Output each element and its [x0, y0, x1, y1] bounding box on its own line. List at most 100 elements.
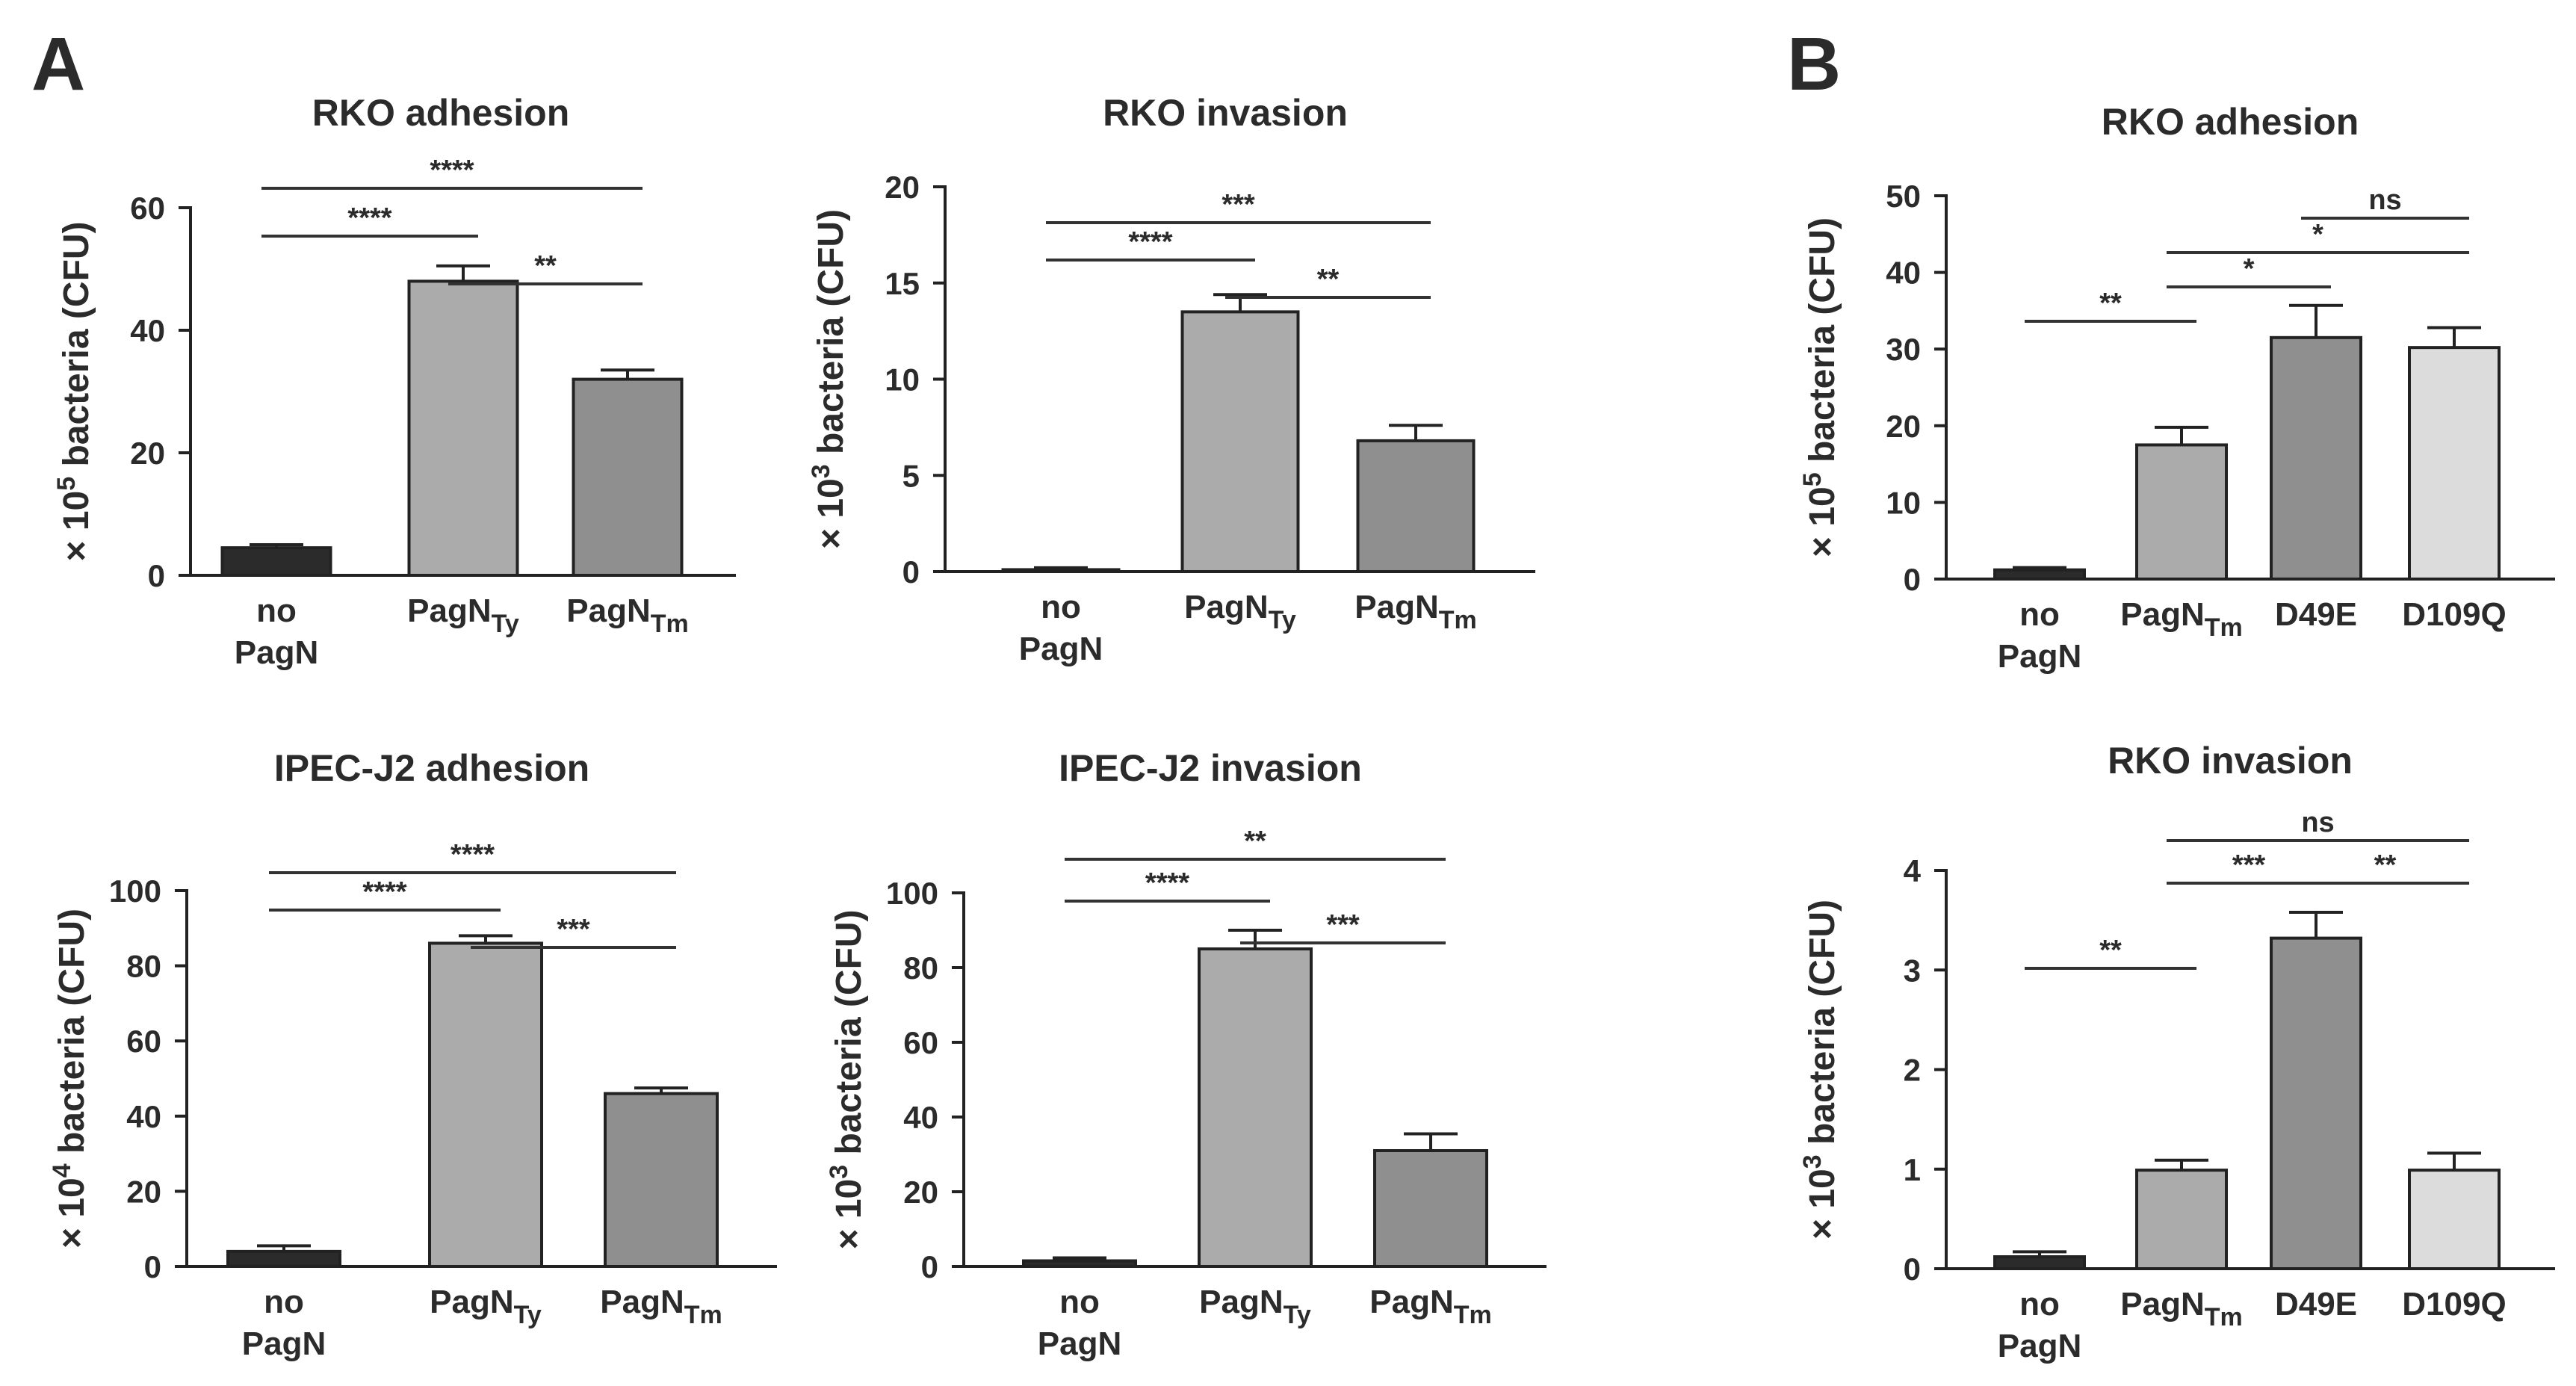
y-tick-label: 50	[1886, 179, 1921, 214]
category-label-main: PagN	[2120, 1286, 2204, 1322]
bar	[2408, 346, 2501, 581]
error-bar	[250, 543, 303, 548]
y-tick-label: 100	[886, 876, 938, 911]
category-label-subscript: Ty	[1284, 1301, 1311, 1329]
category-label-subscript: Tm	[2205, 1303, 2243, 1331]
error-bar	[2289, 303, 2343, 338]
significance-label: **	[1317, 264, 1340, 295]
y-axis-label: × 103 bacteria (CFU)	[807, 209, 851, 549]
significance-label: *	[2312, 219, 2323, 250]
bar	[2135, 1169, 2228, 1271]
category-label-subscript: Ty	[1269, 606, 1296, 634]
category-label-main: D109Q	[2402, 1286, 2506, 1322]
y-tick-label: 0	[1904, 562, 1921, 597]
y-axis-label-prefix: × 10	[57, 491, 96, 562]
significance-label: ****	[451, 839, 495, 870]
chart-title: RKO invasion	[1103, 92, 1348, 134]
category-label: PagNTy	[1184, 589, 1296, 634]
bar	[1022, 1259, 1137, 1268]
category-label-line2: PagN	[1038, 1325, 1121, 1362]
y-tick-label: 0	[1904, 1252, 1921, 1287]
category-label: no	[2019, 1286, 2060, 1322]
error-bar	[1389, 424, 1443, 441]
bar	[1993, 1255, 2086, 1271]
y-axis-label-suffix: bacteria (CFU)	[811, 209, 851, 464]
y-tick-label: 20	[903, 1175, 938, 1210]
category-label-line2: PagN	[242, 1325, 326, 1362]
y-tick-label: 40	[130, 313, 165, 348]
y-tick-label: 80	[126, 949, 161, 984]
category-label-main: D109Q	[2402, 596, 2506, 633]
bar	[1180, 310, 1300, 573]
category-label-main: PagN	[566, 593, 650, 629]
y-axis-label-suffix: bacteria (CFU)	[1803, 900, 1842, 1154]
y-tick-label: 0	[921, 1249, 938, 1284]
y-tick-label: 80	[903, 950, 938, 986]
error-bar	[1228, 929, 1282, 949]
significance-label: ****	[1128, 226, 1172, 258]
error-bar	[459, 934, 513, 944]
bar	[2270, 335, 2362, 581]
y-tick-label: 60	[903, 1025, 938, 1060]
category-label: PagNTy	[430, 1284, 542, 1329]
panel-label-a: A	[31, 22, 85, 106]
category-label: no	[2019, 596, 2060, 633]
error-bar	[2289, 910, 2343, 938]
category-label-main: PagN	[430, 1284, 513, 1320]
y-tick-label: 10	[885, 362, 920, 397]
y-tick-label: 40	[1886, 256, 1921, 291]
category-label: PagNTm	[600, 1284, 722, 1329]
category-label: PagNTm	[2120, 596, 2242, 642]
category-label-main: PagN	[1354, 589, 1438, 625]
category-label: no	[264, 1284, 304, 1320]
error-bar	[2155, 425, 2208, 445]
y-axis-label-exponent: 3	[1798, 1154, 1827, 1169]
chart-title: RKO adhesion	[312, 92, 569, 134]
bar	[428, 941, 543, 1269]
y-axis-label-suffix: bacteria (CFU)	[1803, 217, 1842, 472]
bar	[2135, 443, 2228, 581]
category-label: D109Q	[2402, 596, 2506, 633]
y-axis-label-prefix: × 10	[829, 1179, 869, 1250]
y-tick-label: 20	[885, 170, 920, 205]
bar	[1356, 439, 1476, 574]
chart-a2: RKO invasion × 103 bacteria (CFU) 0 5 10 15 20…	[807, 92, 1535, 667]
bar	[1198, 947, 1313, 1268]
significance-label: ***	[1222, 189, 1255, 220]
y-axis-label: × 105 bacteria (CFU)	[52, 221, 96, 561]
error-bar	[1034, 566, 1088, 570]
category-label-main: PagN	[2120, 596, 2204, 633]
y-axis-label-exponent: 3	[825, 1165, 853, 1179]
category-label-main: D49E	[2275, 596, 2357, 633]
bar	[1993, 568, 2086, 581]
y-axis-label: × 104 bacteria (CFU)	[48, 909, 92, 1249]
significance-label: **	[1244, 826, 1266, 857]
bar	[226, 1249, 341, 1269]
y-tick-label: 30	[1886, 332, 1921, 367]
significance-label: **	[2099, 288, 2122, 319]
category-label-main: D49E	[2275, 1286, 2357, 1322]
bar	[220, 546, 332, 577]
panel-label-b: B	[1787, 22, 1841, 106]
chart-a3: IPEC-J2 adhesion × 104 bacteria (CFU) 0 20 4…	[48, 747, 777, 1362]
significance-label: **	[2374, 850, 2397, 881]
y-tick-label: 20	[1886, 409, 1921, 444]
chart-b2: RKO invasion× 103 bacteria (CFU)01234noP…	[1798, 740, 2555, 1364]
category-label-subscript: Tm	[651, 610, 689, 638]
category-label: PagNTy	[407, 593, 519, 638]
bar	[1373, 1149, 1488, 1268]
category-label: PagNTm	[2120, 1286, 2242, 1331]
y-tick-label: 40	[126, 1099, 161, 1134]
significance-label: ****	[362, 876, 406, 908]
category-label-subscript: Tm	[1439, 606, 1477, 634]
y-axis-label: × 105 bacteria (CFU)	[1798, 217, 1842, 557]
bar	[604, 1092, 719, 1268]
y-tick-label: 0	[902, 554, 920, 590]
y-tick-label: 3	[1904, 953, 1921, 988]
chart-a1: RKO adhesion × 105 bacteria (CFU) 0 20 40 60 n…	[52, 92, 736, 671]
category-label-subscript: Tm	[2205, 613, 2243, 642]
category-label-main: PagN	[1199, 1284, 1283, 1320]
y-tick-label: 10	[1886, 485, 1921, 520]
y-tick-label: 100	[109, 873, 161, 909]
